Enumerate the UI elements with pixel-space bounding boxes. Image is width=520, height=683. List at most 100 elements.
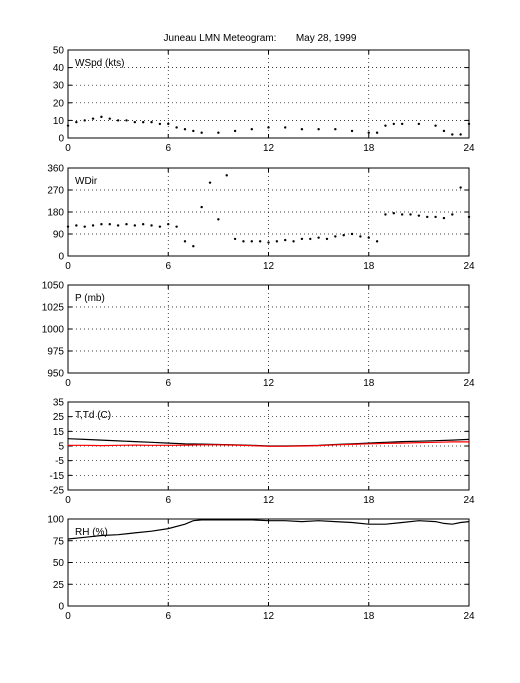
wdir-ytick-label: 180 (47, 208, 64, 219)
rh-xtick-label: 24 (463, 611, 475, 622)
wdir-xtick-label: 12 (263, 261, 275, 272)
wspd-xtick-label: 6 (165, 143, 171, 154)
wdir-point (267, 241, 270, 244)
wdir-point (100, 223, 103, 226)
wdir-point (375, 240, 379, 243)
wdir-point (434, 215, 437, 219)
wdir-point (342, 234, 345, 237)
temp-ytick-label: 25 (53, 412, 65, 423)
wspd-point (116, 119, 120, 122)
wspd-xtick-label: 0 (65, 143, 71, 154)
rh-ytick-label: 0 (58, 602, 64, 613)
rh-series-line-0 (67, 519, 470, 540)
wspd-point (375, 131, 379, 134)
wdir-point (66, 225, 70, 228)
wspd-point (384, 124, 387, 127)
pressure-xtick-label: 6 (165, 378, 171, 389)
wdir-point (284, 238, 287, 242)
wdir-panel-label: WDir (75, 176, 98, 187)
wdir-point (300, 237, 304, 241)
wdir-xtick-label: 6 (165, 261, 171, 272)
wspd-xtick-label: 18 (363, 143, 375, 154)
wspd-point (167, 122, 170, 126)
wdir-point (233, 237, 237, 241)
rh-ytick-label: 75 (53, 536, 65, 547)
wspd-ytick-label: 40 (53, 63, 65, 74)
temp-ytick-label: 15 (53, 427, 65, 438)
wspd-point (217, 131, 220, 134)
temp-ytick-label: -5 (55, 456, 64, 467)
wdir-point (459, 186, 462, 189)
chart-title: Juneau LMN Meteogram: May 28, 1999 (163, 33, 357, 44)
wdir-point (175, 225, 178, 228)
wspd-ytick-label: 0 (58, 134, 64, 145)
pressure-panel-label: P (mb) (75, 293, 105, 304)
wspd-point (434, 124, 437, 127)
wspd-point (392, 122, 396, 126)
rh-xtick-label: 6 (165, 611, 171, 622)
wdir-point (350, 232, 354, 236)
wspd-ytick-label: 30 (53, 81, 65, 92)
wspd-point (267, 126, 270, 129)
wspd-point (317, 128, 320, 131)
wspd-point (83, 119, 86, 122)
temp-xtick-label: 24 (463, 495, 475, 506)
pressure-xtick-label: 18 (363, 378, 375, 389)
rh-ytick-label: 25 (53, 580, 65, 591)
wdir-point (158, 225, 162, 228)
wdir-point (275, 240, 279, 243)
temp-xtick-label: 18 (363, 495, 375, 506)
wdir-point (91, 224, 95, 227)
temp-ytick-label: 35 (53, 398, 65, 409)
wdir-xtick-label: 0 (65, 261, 71, 272)
wdir-point (292, 240, 295, 243)
pressure-ytick-label: 975 (47, 347, 64, 358)
wspd-point (125, 119, 128, 122)
wdir-point (426, 215, 429, 219)
temp-xtick-label: 6 (165, 495, 171, 506)
wdir-point (200, 205, 203, 209)
wspd-point (451, 133, 454, 136)
wspd-point (459, 133, 462, 136)
wspd-point (183, 128, 187, 131)
pressure-xtick-label: 12 (263, 378, 275, 389)
wspd-point (75, 120, 78, 124)
wdir-point (116, 224, 120, 227)
wdir-point (317, 236, 320, 239)
pressure-ytick-label: 1050 (42, 281, 65, 292)
wdir-point (367, 236, 370, 239)
wdir-point (384, 213, 387, 216)
temp-xtick-label: 12 (263, 495, 275, 506)
temp-series-line-1 (68, 441, 469, 447)
wspd-point (467, 122, 471, 126)
rh-ytick-label: 100 (47, 515, 64, 526)
wspd-xtick-label: 24 (463, 143, 475, 154)
rh-xtick-label: 0 (65, 611, 71, 622)
wspd-point (442, 129, 446, 133)
temp-panel-label: T,Td (C) (75, 410, 111, 421)
pressure-xtick-label: 24 (463, 378, 475, 389)
wspd-point (91, 117, 95, 120)
wdir-point (125, 223, 128, 226)
wspd-point (192, 129, 195, 133)
wspd-ytick-label: 10 (53, 116, 65, 127)
wdir-point (258, 240, 262, 243)
wspd-panel-label: WSpd (kts) (75, 58, 124, 69)
temp-ytick-label: -25 (50, 486, 65, 497)
wspd-point (200, 131, 203, 134)
wdir-point (183, 240, 187, 243)
wspd-point (400, 122, 404, 126)
wdir-point (417, 214, 421, 217)
rh-xtick-label: 12 (263, 611, 275, 622)
wspd-point (417, 122, 421, 126)
wspd-point (334, 128, 337, 131)
pressure-ytick-label: 950 (47, 369, 64, 380)
wdir-ytick-label: 360 (47, 164, 64, 175)
wdir-point (225, 174, 228, 177)
wdir-point (208, 181, 212, 184)
wdir-point (150, 224, 153, 227)
temp-ytick-label: -15 (50, 471, 65, 482)
wspd-ytick-label: 20 (53, 98, 65, 109)
wspd-point (175, 126, 178, 129)
